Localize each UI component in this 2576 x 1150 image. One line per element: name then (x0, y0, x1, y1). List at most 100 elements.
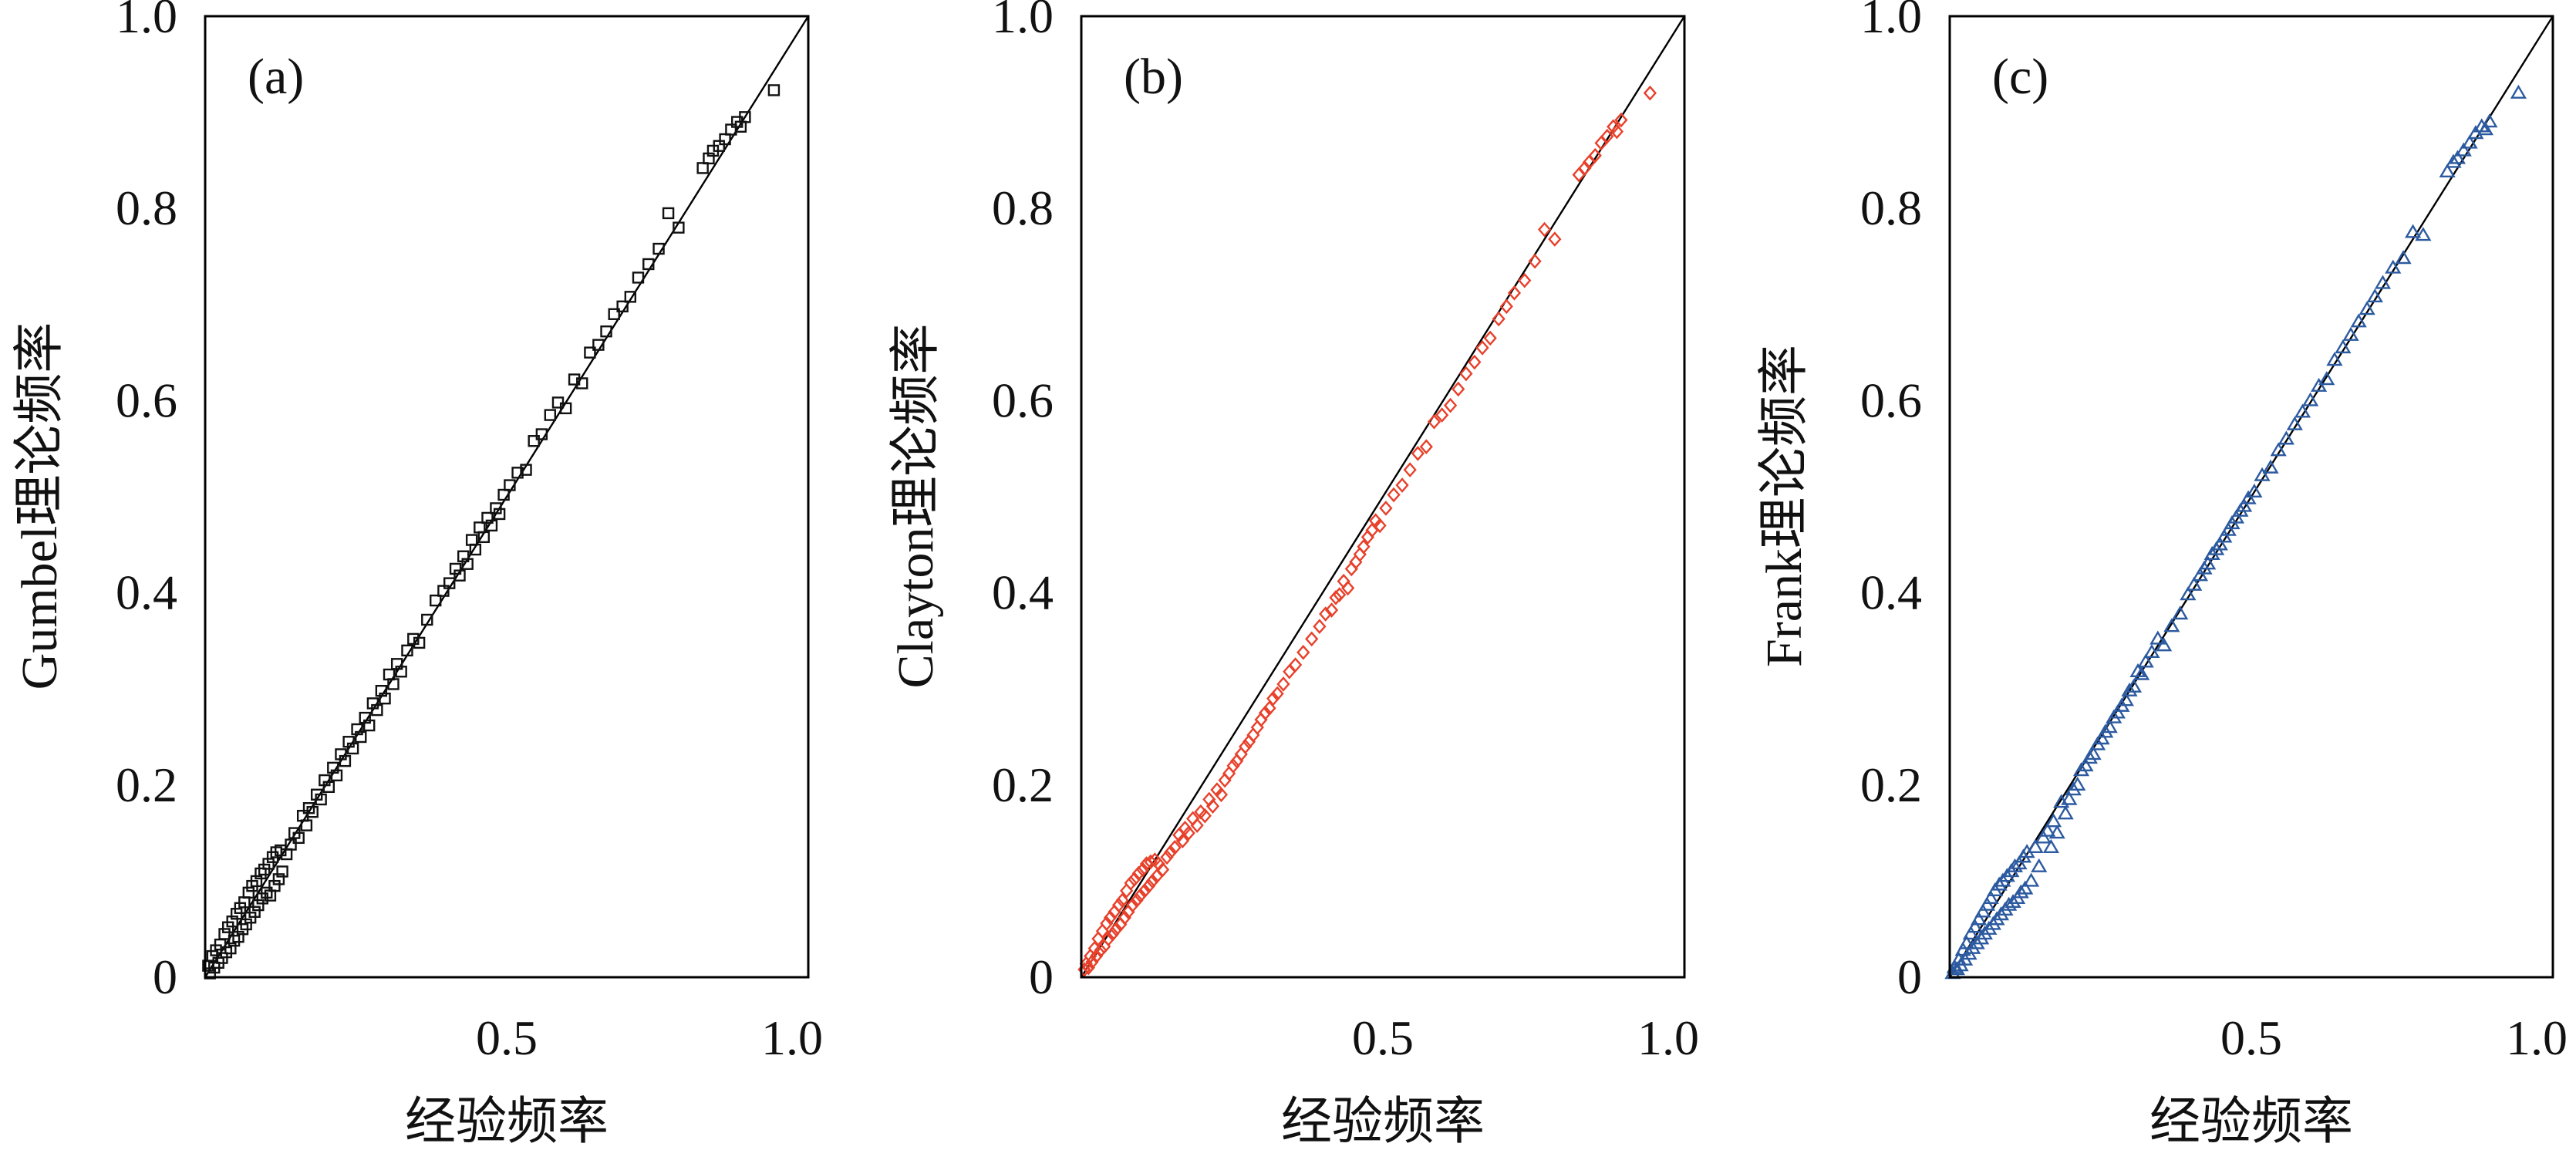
data-point (1081, 959, 1095, 976)
data-point (302, 802, 315, 814)
data-point (2004, 893, 2021, 909)
data-point (272, 873, 285, 885)
data-point (493, 508, 506, 521)
data-point (2481, 113, 2498, 128)
data-point (1499, 298, 1513, 315)
data-point (2061, 791, 2078, 805)
data-point (2035, 829, 2052, 844)
data-point (673, 221, 685, 234)
data-point (1289, 657, 1303, 673)
data-point (421, 613, 433, 626)
data-point (2081, 750, 2099, 764)
data-point (1452, 381, 1465, 397)
data-point (1094, 943, 1108, 958)
data-point (2042, 838, 2059, 853)
y-tick-label: 0 (153, 949, 177, 1004)
y-tick-label: 0.6 (1860, 373, 1922, 427)
panel-c: 0 0.2 0.4 0.6 0.8 1.0 0.5 1.0 经验频率 Frank理论频率 (c) (1756, 0, 2568, 1150)
data-point (2191, 567, 2209, 582)
data-point (1991, 876, 2008, 891)
data-point (584, 346, 596, 359)
data-point (2220, 521, 2237, 536)
data-point (1537, 221, 1552, 238)
scatter-points (202, 84, 781, 980)
data-point (1974, 903, 1991, 918)
data-point (2069, 776, 2086, 791)
data-point (1324, 602, 1339, 618)
plot-frame (204, 15, 810, 979)
data-point (2077, 757, 2094, 772)
data-point (1492, 311, 1505, 327)
data-point (379, 692, 391, 705)
data-point (330, 769, 343, 782)
data-point (2211, 536, 2228, 551)
data-point (2236, 497, 2253, 512)
data-point (2093, 730, 2110, 745)
x-tick-label: 1.0 (761, 1010, 823, 1065)
data-point (407, 632, 420, 646)
data-point (1373, 518, 1387, 534)
data-point (248, 905, 261, 918)
data-point (465, 534, 478, 546)
y-tick-label: 0.4 (992, 565, 1054, 620)
scatter-points (1944, 84, 2527, 980)
x-axis-label: 经验频率 (405, 1094, 609, 1150)
data-point (504, 479, 516, 491)
data-point (1100, 916, 1114, 932)
data-point (1085, 954, 1099, 970)
data-point (306, 805, 319, 818)
y-tick-label: 0 (1897, 949, 1922, 1004)
data-point (1136, 862, 1150, 878)
data-point (1507, 285, 1522, 301)
data-point (1548, 231, 1562, 247)
data-point (1403, 462, 1417, 477)
data-point (2342, 326, 2359, 341)
data-point (2022, 872, 2040, 887)
data-point (485, 519, 498, 532)
data-point (1296, 645, 1310, 660)
data-point (1214, 787, 1229, 803)
data-point (1118, 909, 1131, 926)
data-point (2477, 121, 2494, 136)
data-point (2262, 459, 2279, 474)
x-tick-label: 0.5 (2220, 1010, 2282, 1065)
y-tick-label: 0.2 (992, 757, 1054, 812)
data-point (443, 577, 456, 589)
data-point (2350, 313, 2367, 328)
data-point (520, 464, 532, 476)
data-point (1357, 538, 1371, 555)
data-point (1588, 147, 1602, 164)
data-point (1443, 397, 1458, 413)
data-point (2455, 142, 2472, 157)
data-point (2117, 692, 2134, 707)
data-point (255, 867, 267, 880)
data-point (346, 742, 359, 755)
data-point (339, 754, 352, 767)
data-point (2186, 576, 2203, 591)
data-point (652, 242, 665, 255)
data-point (1395, 477, 1409, 493)
plot-frame (1080, 15, 1686, 979)
data-point (1305, 631, 1319, 647)
data-point (1313, 619, 1327, 635)
data-point (1459, 366, 1473, 382)
data-point (696, 162, 709, 174)
plot-frame (1948, 15, 2554, 979)
data-point (2125, 678, 2143, 693)
data-point (528, 435, 540, 447)
data-point (2017, 880, 2034, 895)
panel-a: 0 0.2 0.4 0.6 0.8 1.0 0.5 1.0 经验频率 Gumbel理论频率 (a) (12, 0, 823, 1150)
data-point (2318, 371, 2335, 386)
data-point (2510, 84, 2527, 99)
data-point (1155, 862, 1170, 878)
data-point (1106, 926, 1120, 942)
data-point (1319, 606, 1333, 622)
data-point (2001, 896, 2018, 911)
data-point (1182, 825, 1195, 841)
data-point (401, 644, 413, 657)
data-point (2449, 150, 2466, 164)
data-point (1333, 587, 1347, 602)
data-point (292, 831, 305, 845)
data-point (2149, 630, 2166, 645)
